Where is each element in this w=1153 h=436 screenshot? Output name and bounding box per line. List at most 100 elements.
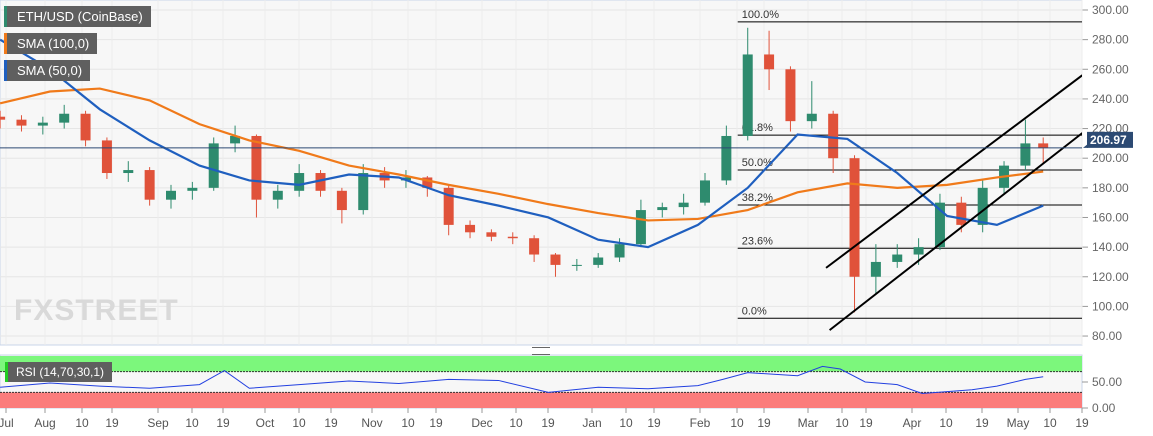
fib-level-label: 23.6% — [742, 235, 773, 247]
x-tick-label: Jan — [582, 416, 601, 430]
x-tick-label: Nov — [361, 416, 382, 430]
candle-body — [593, 257, 604, 265]
watermark-logo: FXSTREET — [14, 294, 179, 327]
last-price-badge — [1087, 131, 1133, 148]
sma50-line — [0, 38, 1044, 249]
plot-layer: 100.0%61.8%50.0%38.2%23.6%0.0% — [0, 9, 1082, 331]
x-tick-label: Jul — [0, 416, 14, 430]
candle-body — [550, 254, 561, 265]
y-tick-label: 180.00 — [1092, 181, 1129, 195]
candle-body — [849, 158, 860, 277]
candle-body — [443, 187, 454, 225]
candle-body — [187, 187, 198, 191]
rsi-oversold-zone — [0, 392, 1082, 408]
x-tick-label: 19 — [1075, 416, 1089, 430]
candle-body — [892, 254, 903, 262]
legend-sma100[interactable]: SMA (100,0) — [4, 33, 98, 54]
candle-body — [1038, 143, 1049, 148]
fib-level-label: 50.0% — [742, 157, 773, 169]
candle-body — [37, 122, 48, 126]
candle-body — [1020, 143, 1031, 166]
rsi-line — [0, 365, 1044, 394]
candle-body — [0, 116, 6, 120]
x-tick-label: Feb — [690, 416, 711, 430]
x-tick-label: 10 — [75, 416, 89, 430]
x-tick-label: 19 — [647, 416, 661, 430]
y-tick-label: 200.00 — [1092, 151, 1129, 165]
candle-body — [144, 170, 155, 200]
y-tick-label: 100.00 — [1092, 299, 1129, 313]
candle-body — [465, 224, 476, 233]
channel-trendline — [828, 132, 1082, 331]
rsi-overbought-zone — [0, 356, 1082, 372]
x-tick-label: Aug — [34, 416, 55, 430]
y-tick-label: 240.00 — [1092, 92, 1129, 106]
x-tick-label: 19 — [757, 416, 771, 430]
candle-body — [764, 54, 775, 70]
candle-body — [870, 261, 881, 277]
fib-level-label: 38.2% — [742, 192, 773, 204]
x-tick-label: 10 — [509, 416, 523, 430]
x-tick-label: 19 — [429, 416, 443, 430]
legend-rsi[interactable]: RSI (14,70,30,1) — [5, 362, 113, 382]
candle-body — [166, 190, 176, 200]
y-tick-label: 120.00 — [1092, 270, 1129, 284]
x-tick-label: Apr — [903, 416, 922, 430]
candle-body — [208, 143, 219, 188]
y-tick-label: 260.00 — [1092, 62, 1129, 76]
y-tick-label: 80.00 — [1092, 329, 1122, 343]
candle-body — [80, 113, 91, 141]
panel-resize-handle[interactable] — [532, 347, 550, 355]
plot-area — [0, 0, 1083, 346]
x-tick-label: 10 — [292, 416, 306, 430]
candle-body — [571, 264, 582, 266]
x-tick-label: Sep — [147, 416, 169, 430]
sma100-line — [0, 87, 1044, 222]
x-tick-label: Oct — [256, 416, 275, 430]
y-tick-label: 160.00 — [1092, 210, 1129, 224]
candle-body — [657, 207, 668, 211]
y-tick-label: 300.00 — [1092, 3, 1129, 17]
candle-body — [700, 180, 710, 203]
candle-body — [742, 54, 753, 136]
candle-body — [828, 113, 839, 159]
x-tick-label: Mar — [798, 416, 819, 430]
last-price-label: 206.97 — [1090, 133, 1127, 147]
last-price-pointer — [1083, 143, 1088, 148]
x-tick-label: 10 — [401, 416, 415, 430]
candle-body — [486, 232, 497, 237]
candle-body — [336, 190, 347, 211]
channel-trendline — [825, 74, 1082, 269]
x-tick-label: 10 — [835, 416, 849, 430]
candle-body — [806, 113, 817, 122]
y-tick-label: 280.00 — [1092, 33, 1129, 47]
fib-level-label: 0.0% — [742, 305, 767, 317]
candle-body — [123, 170, 134, 174]
candle-body — [977, 187, 988, 225]
candle-body — [59, 113, 70, 123]
x-tick-label: 19 — [105, 416, 119, 430]
candle-body — [230, 135, 241, 144]
fib-level-label: 100.0% — [742, 9, 780, 21]
candle-body — [251, 135, 262, 200]
legend-ethusd[interactable]: ETH/USD (CoinBase) — [4, 6, 151, 27]
x-tick-label: 19 — [975, 416, 989, 430]
candle-body — [678, 202, 689, 208]
x-tick-label: 19 — [216, 416, 230, 430]
candle-body — [272, 190, 283, 200]
candle-body — [721, 135, 732, 181]
x-tick-label: 10 — [1043, 416, 1057, 430]
x-tick-label: 19 — [859, 416, 873, 430]
candle-body — [294, 173, 305, 191]
candle-body — [785, 69, 796, 122]
x-tick-label: 10 — [619, 416, 633, 430]
x-tick-label: 10 — [185, 416, 199, 430]
candle-body — [913, 247, 924, 255]
x-tick-label: 19 — [541, 416, 555, 430]
candle-body — [614, 244, 625, 258]
legend-sma50[interactable]: SMA (50,0) — [4, 60, 91, 81]
candle-body — [635, 210, 646, 245]
candle-body — [358, 173, 369, 211]
